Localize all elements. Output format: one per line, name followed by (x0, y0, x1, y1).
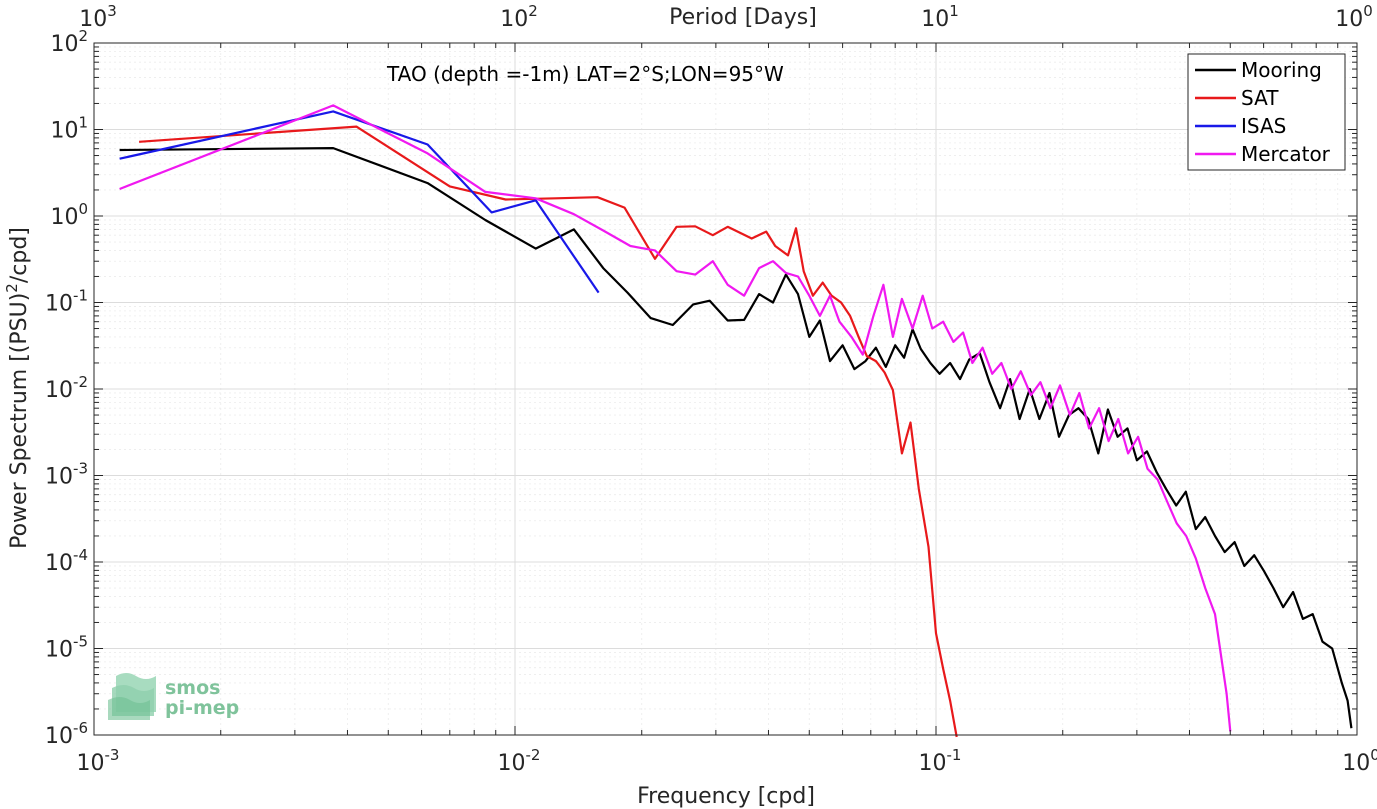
top-tick-label-exp: 2 (528, 2, 538, 20)
y-tick-label-base: 10 (50, 119, 78, 144)
chart-title: TAO (depth =-1m) LAT=2°S;LON=95°W (386, 62, 784, 86)
y-axis-label: Power Spectrum [(PSU)2/cpd] (3, 227, 32, 549)
top-tick-label: 103 (79, 2, 117, 32)
y-tick-label-exp: -4 (73, 546, 88, 564)
y-tick-label-exp: -1 (73, 287, 88, 305)
y-tick-label-base: 10 (50, 205, 78, 230)
series-line-mercator (119, 104, 1232, 732)
y-tick-label-exp: -6 (73, 719, 88, 737)
y-tick-label-base: 10 (45, 724, 73, 749)
x-axis-label: Frequency [cpd] (637, 784, 815, 809)
y-tick-label-base: 10 (45, 378, 73, 403)
y-tick-label: 100 (50, 200, 88, 230)
y-tick-label-exp: 1 (78, 114, 88, 132)
top-tick-label-exp: 1 (949, 2, 959, 20)
x-tick-label-exp: -3 (105, 746, 120, 764)
x-tick-label-base: 10 (919, 751, 947, 776)
top-tick-label: 101 (921, 2, 959, 32)
legend-label-mercator: Mercator (1241, 142, 1331, 166)
y-tick-label-exp: 2 (78, 27, 88, 45)
y-tick-label-base: 10 (45, 465, 73, 490)
top-tick-label: 100 (1335, 2, 1373, 32)
y-axis-label-tail: /cpd] (7, 227, 32, 283)
top-tick-label-base: 10 (921, 7, 949, 32)
x-tick-label: 10-2 (498, 746, 541, 776)
legend-box (1187, 53, 1346, 171)
legend-label-sat: SAT (1241, 86, 1279, 110)
logo-text-pimep: pi-mep (165, 697, 239, 719)
y-tick-label-base: 10 (45, 638, 73, 663)
x-tick-label: 10-3 (77, 746, 120, 776)
y-tick-label: 10-4 (45, 546, 88, 576)
y-tick-label-base: 10 (45, 292, 73, 317)
y-axis-label-base: Power Spectrum [(PSU) (7, 293, 32, 549)
y-tick-label-exp: -3 (73, 460, 88, 478)
ticks (93, 42, 1358, 736)
x-tick-label-base: 10 (498, 751, 526, 776)
x-tick-label-exp: 0 (1370, 746, 1377, 764)
top-tick-label-base: 10 (79, 7, 107, 32)
logo-waves-icon (108, 673, 156, 720)
smos-logo: smos pi-mep (108, 673, 239, 720)
x-tick-label: 10-1 (919, 746, 962, 776)
y-axis-label-sup: 2 (3, 283, 21, 293)
y-tick-label: 10-6 (45, 719, 88, 749)
x-tick-label-base: 10 (1342, 751, 1370, 776)
legend-label-mooring: Mooring (1241, 58, 1322, 82)
y-tick-label: 10-1 (45, 287, 88, 317)
top-tick-label-base: 10 (500, 7, 528, 32)
series-group (119, 104, 1353, 738)
y-tick-label: 10-5 (45, 633, 88, 663)
y-tick-label: 10-2 (45, 373, 88, 403)
top-tick-label-exp: 0 (1363, 2, 1373, 20)
y-tick-label-exp: 0 (78, 200, 88, 218)
y-tick-label: 102 (50, 27, 88, 57)
top-tick-label: 102 (500, 2, 538, 32)
y-tick-label-base: 10 (45, 551, 73, 576)
x-tick-label-exp: -1 (947, 746, 962, 764)
y-tick-label: 10-3 (45, 460, 88, 490)
x-tick-label: 100 (1342, 746, 1377, 776)
logo-text-smos: smos (165, 677, 220, 699)
x-tick-label-base: 10 (77, 751, 105, 776)
series-line-mooring (119, 147, 1353, 729)
y-tick-label-exp: -5 (73, 633, 88, 651)
x-tick-label-exp: -2 (526, 746, 541, 764)
y-tick-label: 101 (50, 114, 88, 144)
top-tick-label-exp: 3 (107, 2, 117, 20)
top-tick-label-base: 10 (1335, 7, 1363, 32)
legend-label-isas: ISAS (1241, 114, 1286, 138)
y-tick-label-base: 10 (50, 32, 78, 57)
legend: Mooring SAT ISAS Mercator (1187, 53, 1346, 171)
top-x-axis-label: Period [Days] (669, 5, 817, 30)
y-tick-label-exp: -2 (73, 373, 88, 391)
series-line-sat (139, 125, 958, 738)
